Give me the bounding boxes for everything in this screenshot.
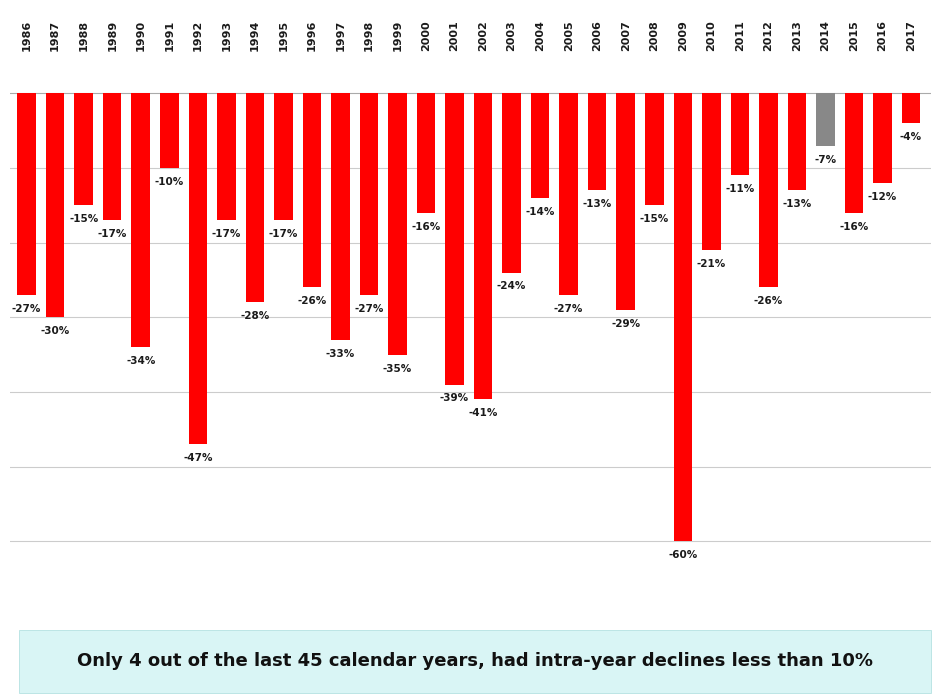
Bar [160, 93, 179, 168]
Bar [560, 93, 578, 295]
Text: -14%: -14% [525, 206, 555, 217]
Text: -60%: -60% [668, 550, 697, 560]
Text: -35%: -35% [383, 363, 412, 374]
Bar [217, 93, 236, 220]
Bar [303, 93, 321, 288]
Text: -27%: -27% [12, 304, 41, 314]
Bar [46, 93, 65, 317]
Bar [902, 93, 921, 123]
Bar [131, 93, 150, 347]
Text: -17%: -17% [212, 229, 241, 239]
Text: -12%: -12% [868, 192, 897, 202]
Bar [360, 93, 378, 295]
Text: -24%: -24% [497, 281, 526, 291]
Text: -13%: -13% [582, 199, 612, 209]
Bar [845, 93, 864, 213]
Bar [702, 93, 721, 250]
Text: -27%: -27% [354, 304, 384, 314]
Text: -28%: -28% [240, 312, 270, 321]
Bar [389, 93, 407, 355]
Text: -11%: -11% [725, 184, 754, 195]
Bar [617, 93, 635, 310]
Text: -26%: -26% [297, 296, 327, 307]
Bar [731, 93, 750, 176]
Bar [759, 93, 778, 288]
Bar [188, 93, 207, 444]
Text: -17%: -17% [269, 229, 298, 239]
Bar [588, 93, 606, 190]
Bar [275, 93, 293, 220]
Bar [246, 93, 264, 302]
Text: -15%: -15% [69, 214, 98, 224]
Text: -34%: -34% [126, 356, 156, 366]
Text: -16%: -16% [840, 222, 868, 232]
Bar [474, 93, 492, 400]
Text: -21%: -21% [696, 259, 726, 269]
Text: -39%: -39% [440, 393, 469, 403]
Text: -47%: -47% [183, 453, 213, 463]
Bar [531, 93, 549, 198]
Bar [74, 93, 93, 205]
Bar [332, 93, 350, 340]
Text: -7%: -7% [814, 155, 837, 164]
Text: -15%: -15% [639, 214, 669, 224]
Bar [674, 93, 692, 541]
Bar [873, 93, 892, 183]
Text: -10%: -10% [155, 177, 184, 187]
Text: -13%: -13% [782, 199, 811, 209]
Text: -17%: -17% [98, 229, 127, 239]
FancyBboxPatch shape [19, 630, 931, 693]
Text: -29%: -29% [611, 318, 640, 329]
Text: -4%: -4% [900, 132, 922, 142]
Bar [17, 93, 36, 295]
Bar [645, 93, 663, 205]
Bar [503, 93, 521, 272]
Text: -26%: -26% [753, 296, 783, 307]
Text: -41%: -41% [468, 408, 498, 419]
Text: -33%: -33% [326, 349, 355, 358]
Bar [417, 93, 435, 213]
Text: -16%: -16% [411, 222, 441, 232]
Text: -30%: -30% [41, 326, 69, 336]
Bar [103, 93, 122, 220]
Text: -27%: -27% [554, 304, 583, 314]
Bar [446, 93, 464, 384]
Text: Only 4 out of the last 45 calendar years, had intra-year declines less than 10%: Only 4 out of the last 45 calendar years… [77, 652, 873, 671]
Bar [816, 93, 835, 146]
Bar [788, 93, 807, 190]
